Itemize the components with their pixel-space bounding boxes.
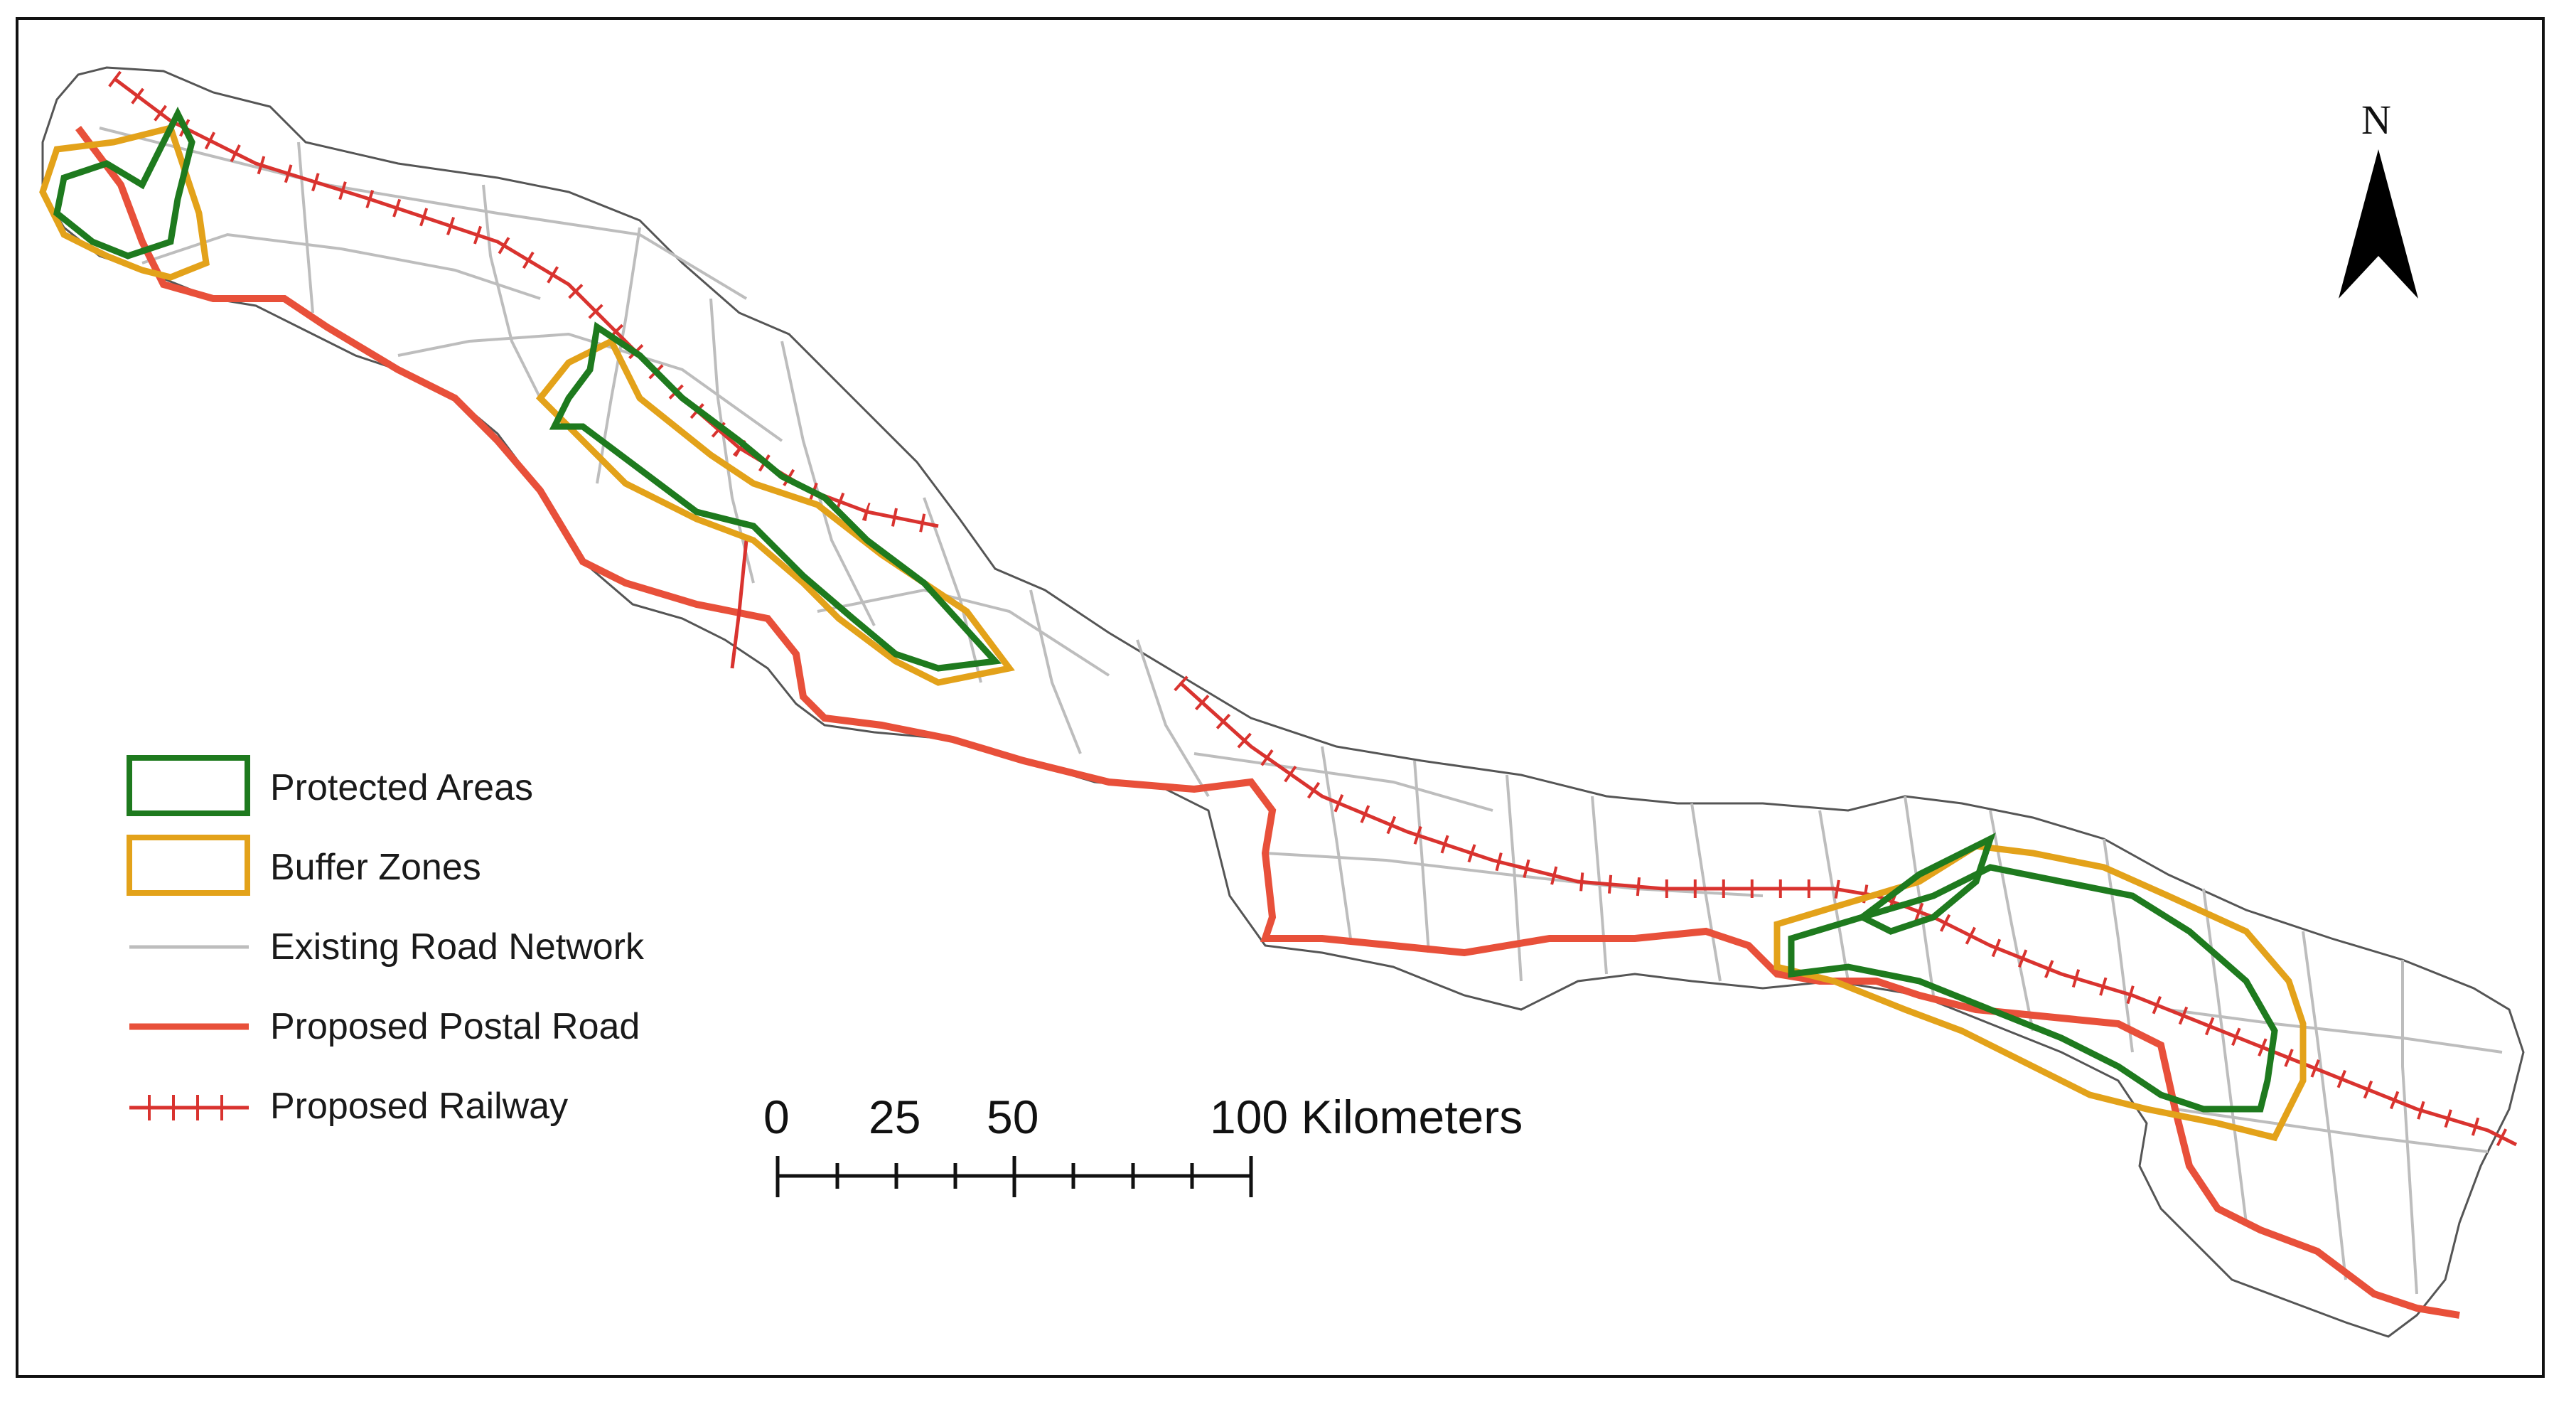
scale-label-0: 0 (763, 1091, 790, 1143)
protected-areas (53, 106, 2278, 1113)
region-boundary (41, 66, 2525, 1338)
road-network (99, 127, 2503, 1295)
scale-bar (776, 1156, 1253, 1197)
legend-label-buffer: Buffer Zones (270, 847, 481, 888)
scale-label-100: 100 Kilometers (1210, 1091, 1523, 1143)
scale-label-25: 25 (869, 1091, 921, 1143)
legend-label-railway: Proposed Railway (270, 1086, 569, 1127)
legend-label-postal: Proposed Postal Road (270, 1006, 640, 1047)
scale-label-50: 50 (987, 1091, 1039, 1143)
legend-railway-swatch (129, 1095, 249, 1120)
north-label: N (2361, 97, 2391, 143)
postal-road (75, 126, 2460, 1319)
legend-label-roads: Existing Road Network (270, 926, 644, 968)
buffer-zones (39, 124, 2307, 1142)
legend-label-protected: Protected Areas (270, 767, 533, 808)
legend-symbols (127, 755, 250, 1120)
legend-protected-swatch (127, 755, 250, 816)
north-arrow-icon (2339, 149, 2418, 299)
legend-buffer-swatch (127, 835, 250, 896)
